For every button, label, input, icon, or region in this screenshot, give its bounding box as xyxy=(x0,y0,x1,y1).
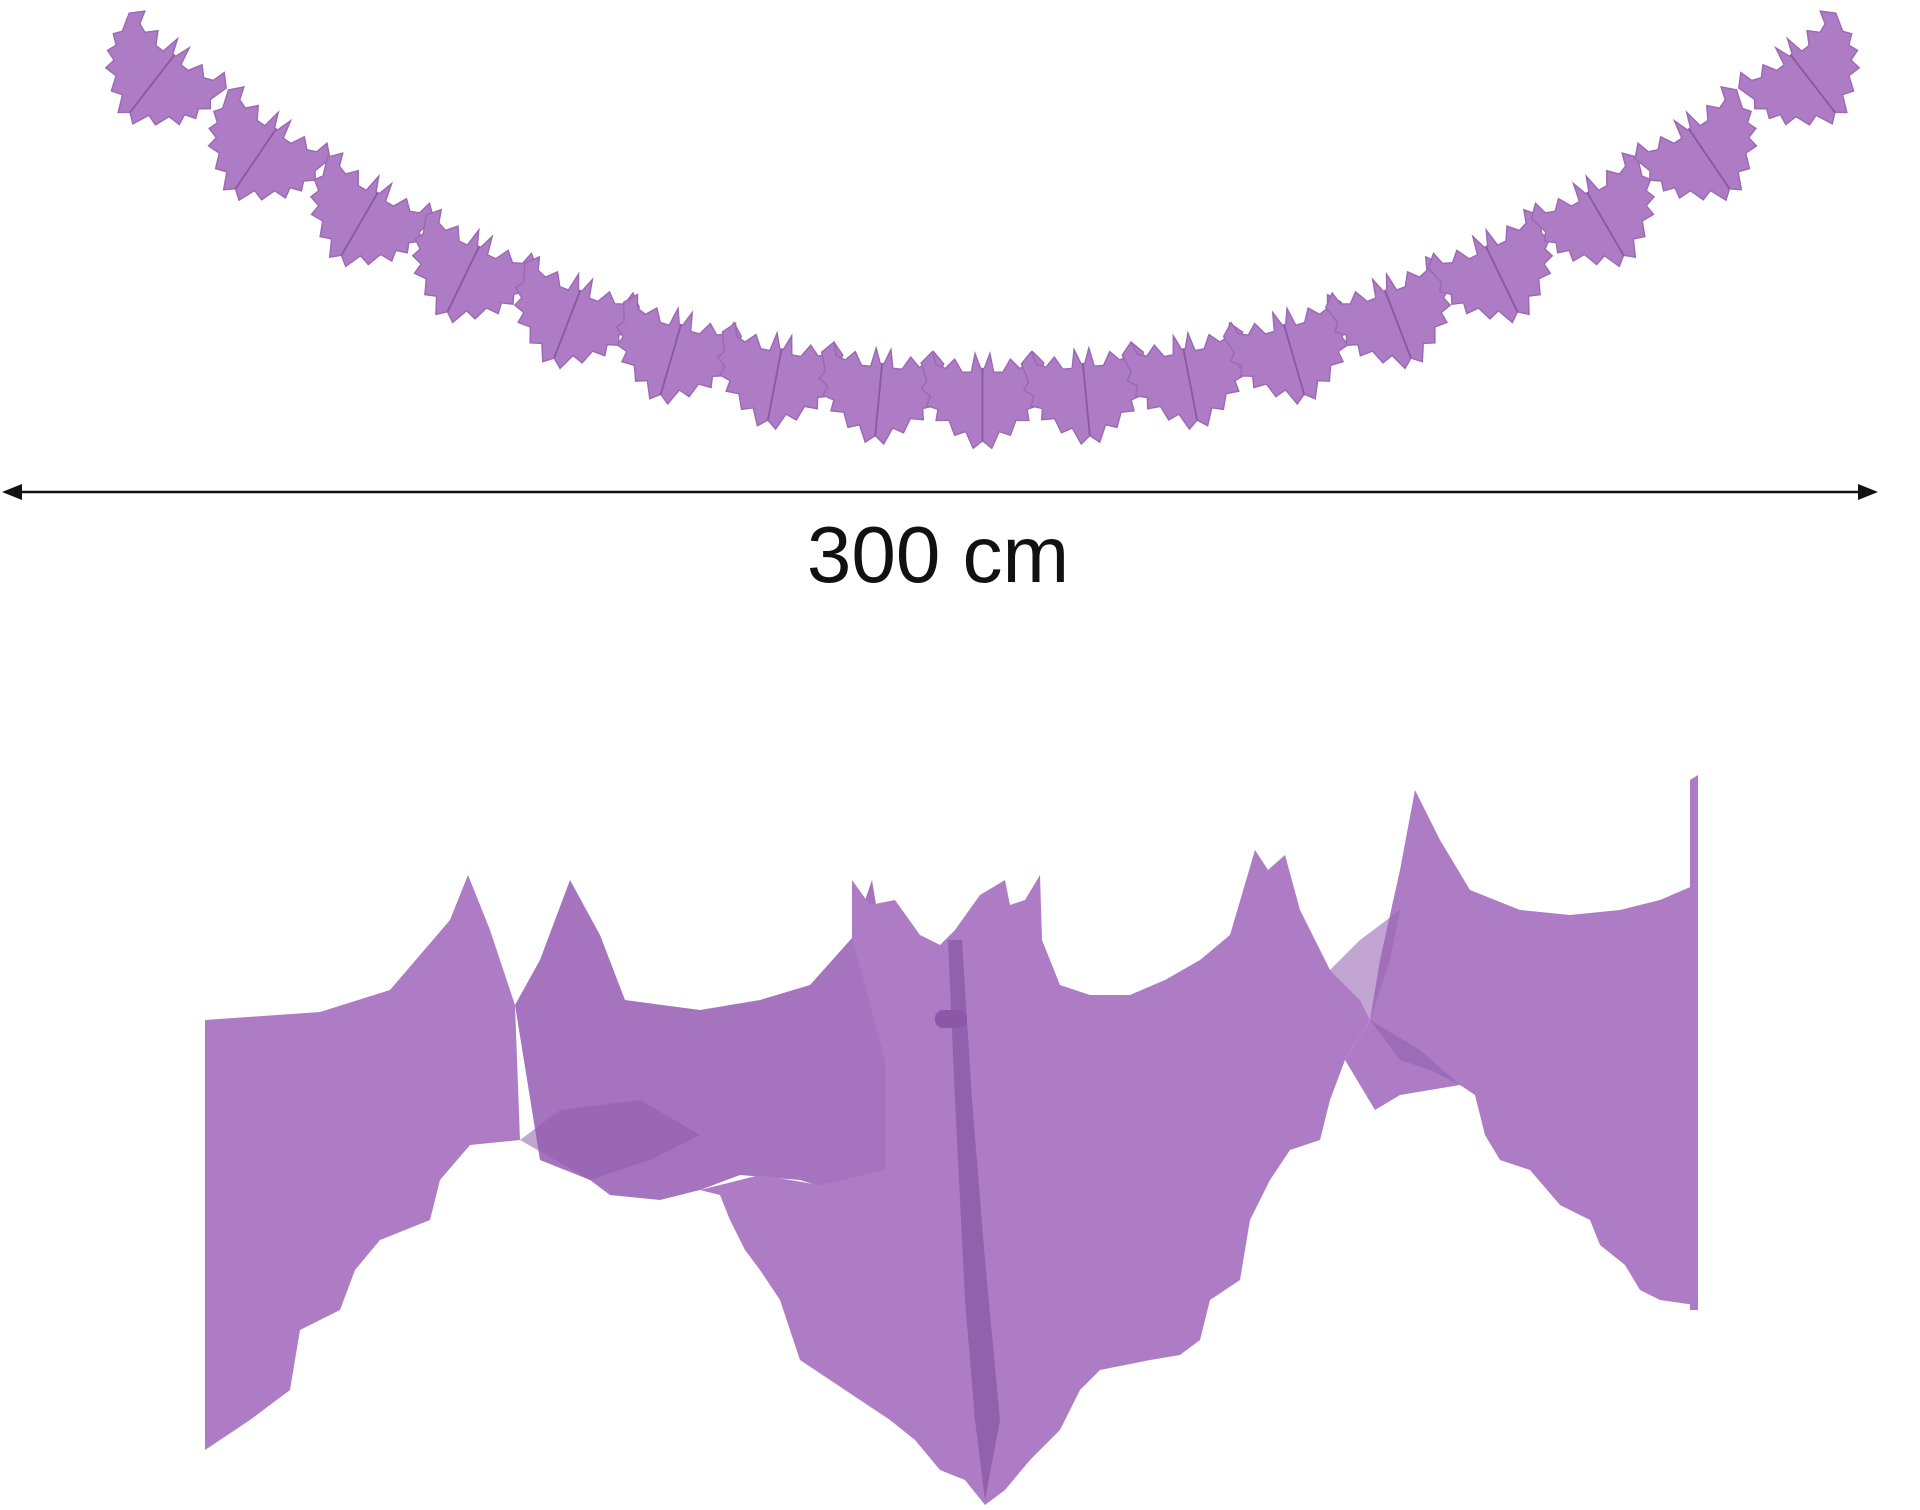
dimension-label: 300 cm xyxy=(807,510,1069,599)
closeup-bat-right xyxy=(1345,790,1695,1305)
garland-bat xyxy=(76,3,234,157)
hanging-loop xyxy=(935,1010,967,1028)
garland-closeup xyxy=(205,775,1698,1505)
garland-bat xyxy=(1731,3,1889,157)
arrowhead-right-icon xyxy=(1858,484,1878,500)
closeup-bat-center xyxy=(700,850,1370,1505)
garland-bat xyxy=(812,340,946,450)
dimension-arrow xyxy=(2,484,1878,500)
closeup-bat-left-partial xyxy=(205,875,520,1450)
garland-full xyxy=(76,3,1889,450)
arrowhead-left-icon xyxy=(2,484,22,500)
